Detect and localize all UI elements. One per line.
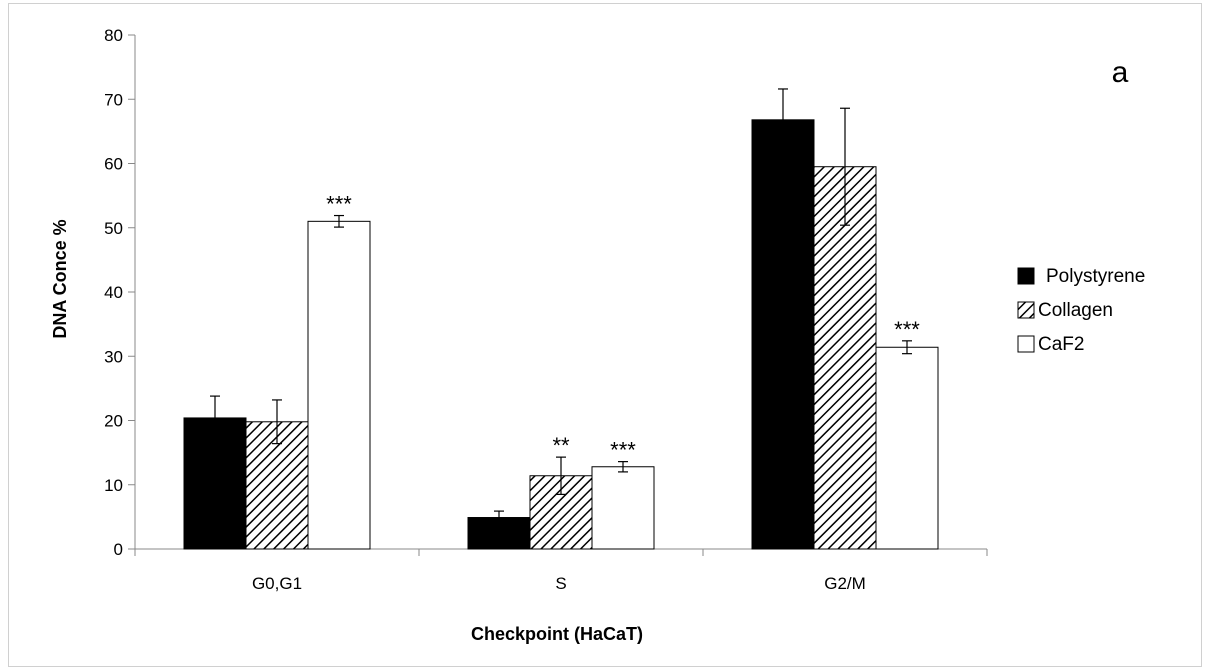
x-tick-label: G2/M [824, 574, 866, 593]
bar-polystyrene-2 [751, 119, 815, 550]
y-tick-label: 10 [104, 476, 123, 495]
panel-label: a [1112, 56, 1129, 89]
x-tick-label: G0,G1 [252, 574, 302, 593]
legend-swatch-polystyrene [1017, 267, 1035, 285]
bar-caf2-1 [591, 466, 655, 550]
bar-caf2-0 [307, 220, 371, 550]
legend-swatch-caf2 [1017, 335, 1035, 353]
y-tick-label: 40 [104, 283, 123, 302]
y-tick-label: 30 [104, 347, 123, 366]
y-tick-label: 20 [104, 412, 123, 431]
significance-label: ** [552, 433, 570, 458]
y-tick-label: 70 [104, 90, 123, 109]
bar-caf2-2 [875, 346, 939, 550]
bar-collagen-2 [813, 166, 877, 550]
significance-label: *** [610, 438, 636, 463]
legend-label-collagen: Collagen [1038, 300, 1113, 321]
significance-label: *** [894, 317, 920, 342]
legend-swatch-collagen [1017, 301, 1035, 319]
y-axis-title: DNA Conce % [50, 219, 70, 338]
x-tick-label: S [555, 574, 566, 593]
labels: DNA Conce % Checkpoint (HaCaT) a [50, 56, 1129, 644]
chart-frame [8, 3, 1202, 667]
y-tick-label: 50 [104, 219, 123, 238]
y-tick-label: 0 [114, 540, 123, 559]
legend-label-polystyrene: Polystyrene [1046, 266, 1145, 287]
legend: Polystyrene Collagen CaF2 [1017, 266, 1145, 355]
x-axis-title: Checkpoint (HaCaT) [471, 624, 643, 644]
y-tick-label: 60 [104, 155, 123, 174]
y-tick-label: 80 [104, 26, 123, 45]
significance-label: *** [326, 192, 352, 217]
legend-label-caf2: CaF2 [1038, 334, 1084, 355]
bars: ***** ****** [183, 88, 939, 550]
